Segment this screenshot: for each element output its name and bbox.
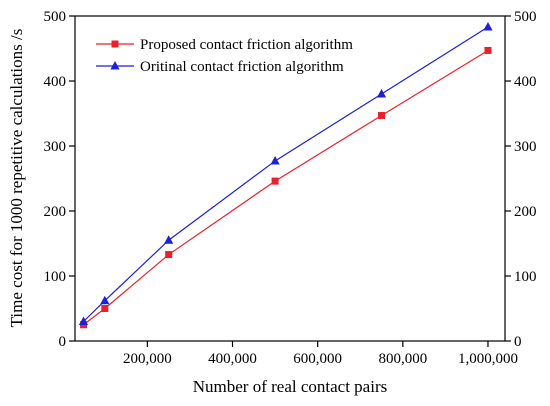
x-tick-label: 600,000 [293,351,342,367]
y-tick-label-left: 500 [44,9,67,25]
legend-label: Proposed contact friction algorithm [140,37,353,53]
legend-marker [111,40,119,48]
plot-frame [74,15,506,342]
y-tick-label-left: 0 [59,334,67,350]
x-axis: 200,000 400,000 600,000 800,000 1,000,000 [123,341,518,367]
x-tick-label: 200,000 [123,351,172,367]
series-layer [78,22,493,329]
data-point [270,155,280,165]
data-point [78,316,89,325]
data-point [100,295,110,305]
series-2 [78,22,493,325]
data-point [101,305,109,312]
data-point [165,251,173,259]
legend: Proposed contact friction algorithm Oriti… [96,37,353,75]
y-axis-label: Time cost for 1000 repetitive calculatio… [7,29,26,328]
x-tick-label: 1,000,000 [458,351,518,367]
y-axis-left: 0 100 200 300 400 500 [44,9,75,350]
y-tick-label-right: 400 [514,74,537,90]
legend-marker [110,61,120,70]
data-point [483,22,493,31]
data-point [378,111,386,119]
data-point [376,89,387,98]
y-axis-right: 0 100 200 300 400 500 [505,9,537,350]
series-1 [80,46,492,329]
y-tick-label-right: 0 [514,334,522,350]
y-tick-label-left: 400 [44,74,67,90]
y-tick-label-left: 300 [44,139,67,155]
legend-label: Oritinal contact friction algorithm [140,59,344,75]
legend-item: Oritinal contact friction algorithm [96,59,344,75]
y-tick-label-left: 200 [44,204,67,220]
y-tick-label-right: 500 [514,9,537,25]
x-tick-label: 800,000 [378,351,427,367]
y-tick-label-right: 100 [514,269,537,285]
y-tick-label-right: 200 [514,204,537,220]
y-tick-label-right: 300 [514,139,537,155]
series-line [83,49,489,326]
data-point [164,235,174,244]
data-point [484,46,492,54]
x-tick-label: 400,000 [208,351,257,367]
x-axis-label: Number of real contact pairs [193,377,387,396]
y-tick-label-left: 100 [44,269,67,285]
data-point [271,177,279,185]
legend-item: Proposed contact friction algorithm [96,37,353,53]
